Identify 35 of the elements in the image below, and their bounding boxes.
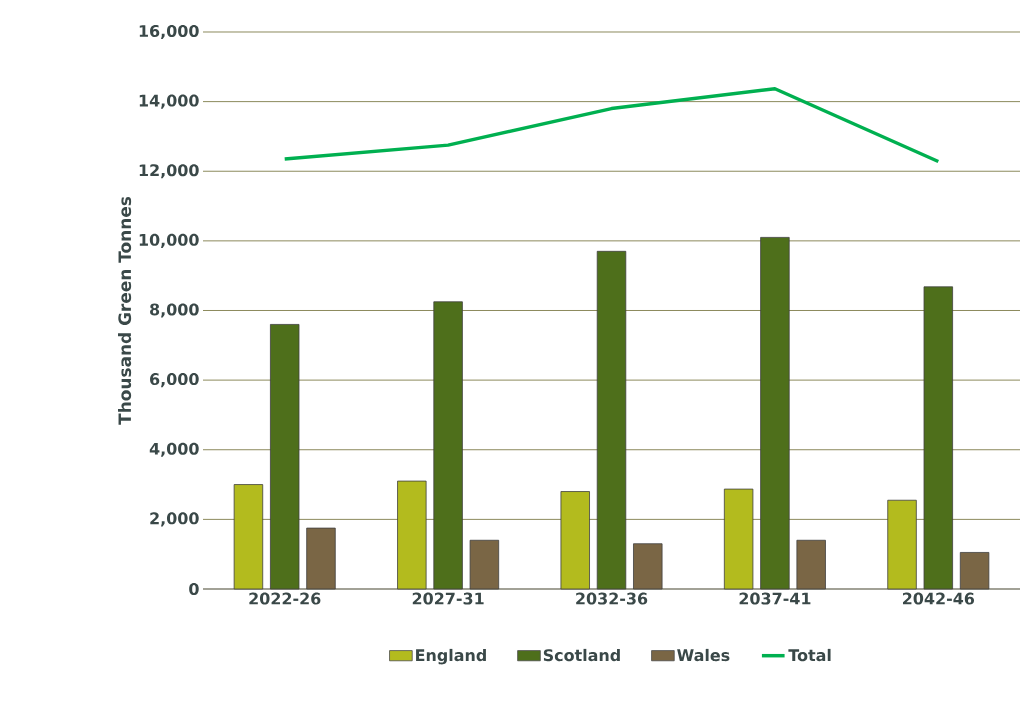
legend-label: England [416, 648, 486, 665]
bar [723, 488, 754, 590]
y-tick-label: 2,000 [150, 512, 199, 527]
y-tick-label: 6,000 [150, 373, 199, 388]
x-tick-label: 2022-26 [249, 592, 321, 605]
y-tick-label: 16,000 [139, 24, 199, 40]
y-axis-title: Thousand Green Tonnes [118, 196, 132, 425]
bar [633, 543, 663, 590]
y-tick-label: 12,000 [139, 164, 199, 179]
y-tick-label: 4,000 [149, 442, 199, 457]
line-series [282, 86, 941, 164]
x-tick-label: 2032-36 [576, 592, 648, 605]
x-tick-label: 2027-31 [412, 592, 484, 605]
bar [469, 539, 500, 590]
legend-label: Total [788, 648, 831, 662]
bar [887, 499, 917, 590]
bar [959, 552, 990, 590]
legend-label: Scotland [543, 648, 620, 662]
bar [560, 491, 590, 590]
bar [397, 480, 427, 590]
legend-label: Wales [677, 648, 730, 662]
y-tick-label: 0 [189, 582, 199, 596]
bar [596, 250, 627, 590]
x-tick-label: 2042-46 [902, 592, 975, 605]
y-tick-label: 8,000 [150, 303, 199, 318]
bar [433, 301, 463, 590]
bar [760, 236, 790, 590]
bar [796, 539, 826, 590]
bar [923, 286, 954, 590]
bar [270, 324, 300, 590]
bar [306, 527, 336, 590]
x-tick-label: 2037-41 [739, 592, 811, 605]
y-tick-label: 14,000 [139, 94, 199, 109]
y-tick-label: 10,000 [139, 233, 199, 248]
bar [233, 484, 264, 590]
